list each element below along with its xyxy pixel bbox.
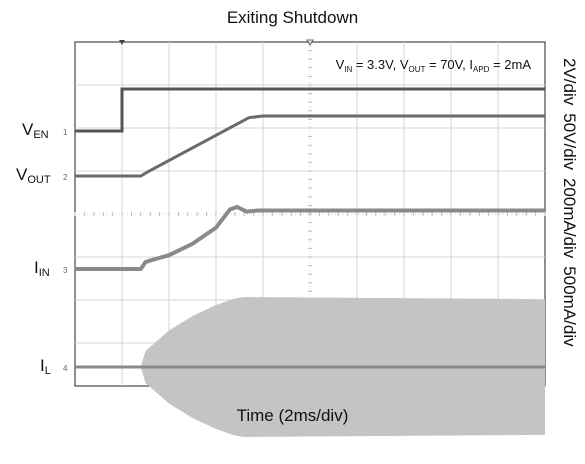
x-axis-label: Time (2ms/div)	[236, 406, 349, 425]
channel-label-out: VOUT	[16, 165, 51, 186]
center-marker	[306, 39, 314, 46]
scale-label-in: 200mA/div	[560, 177, 579, 259]
scale-label-l: 500mA/div	[560, 266, 579, 347]
channel-label-l: IL	[40, 356, 51, 377]
channel-scales: 2V/div 50V/div 200mA/div 500mA/div	[553, 58, 579, 388]
scale-label-out: 50V/div	[560, 113, 579, 170]
conditions-text: VIN = 3.3V, VOUT = 70V, IAPD = 2mA	[336, 57, 532, 74]
trace-out	[75, 114, 545, 178]
trace-en	[75, 87, 545, 133]
channel-marker-2: 2	[63, 173, 68, 182]
channel-label-in: IIN	[34, 258, 50, 279]
channel-marker-1: 1	[63, 128, 68, 137]
channel-label-en: VEN	[22, 120, 49, 141]
chart-title: Exiting Shutdown	[226, 8, 359, 27]
channel-marker-3: 3	[63, 266, 68, 275]
scale-label-en: 2V/div	[560, 58, 579, 106]
channel-marker-4: 4	[63, 364, 68, 373]
trigger-marker	[119, 40, 125, 45]
trace-in	[75, 204, 545, 271]
